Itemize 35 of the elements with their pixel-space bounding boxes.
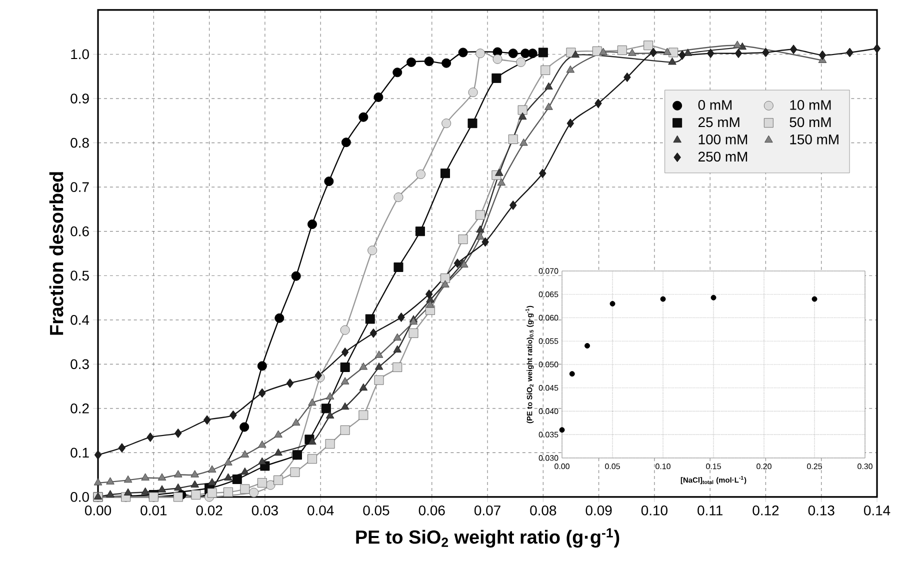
y-tick-label: 0.0 [70, 492, 89, 502]
y-tick-label: 0.5 [70, 270, 89, 281]
x-tick-label: 0.03 [252, 505, 278, 516]
x-tick-label: 0.01 [140, 505, 167, 516]
legend-label: 150 mM [790, 134, 838, 144]
x-tick-label: 0.11 [698, 505, 722, 516]
legend-label: 50 mM [790, 117, 831, 128]
y-tick-label: 0.8 [70, 138, 89, 148]
legend-label: 25 mM [698, 117, 740, 128]
y-tick-label: 1.0 [71, 49, 89, 60]
x-axis-title: PE to SiO$_{2}$ weight ratio (g·g$^{-1}$) [356, 528, 620, 548]
x-tick-label: 0.05 [363, 505, 390, 516]
y-tick-label: 0.9 [70, 94, 89, 104]
x-tick-label: 0.07 [474, 505, 500, 516]
y-tick-label: 0.1 [70, 448, 89, 458]
legend-label: 0 mM [698, 100, 732, 110]
x-tick-label: 0.14 [864, 505, 890, 516]
y-tick-label: 0.7 [70, 182, 89, 192]
x-tick-label: 0.04 [308, 505, 334, 516]
x-tick-label: 0.13 [808, 505, 834, 516]
legend-label: 10 mM [790, 100, 831, 110]
x-tick-label: 0.02 [196, 505, 222, 516]
legend-label: 100 mM [698, 134, 748, 144]
legend-label: 250 mM [698, 152, 748, 162]
x-tick-label: 0.06 [418, 505, 445, 516]
x-tick-label: 0.08 [530, 505, 556, 516]
y-tick-label: 0.3 [70, 359, 89, 370]
y-tick-label: 0.2 [70, 403, 89, 414]
y-axis-title: Fraction desorbed [49, 172, 64, 335]
x-tick-label: 0.00 [84, 505, 112, 516]
x-tick-label: 0.10 [641, 505, 668, 516]
x-tick-label: 0.09 [586, 505, 612, 516]
y-tick-label: 0.6 [70, 226, 89, 236]
x-tick-label: 0.12 [752, 505, 779, 516]
y-tick-label: 0.4 [70, 314, 90, 325]
